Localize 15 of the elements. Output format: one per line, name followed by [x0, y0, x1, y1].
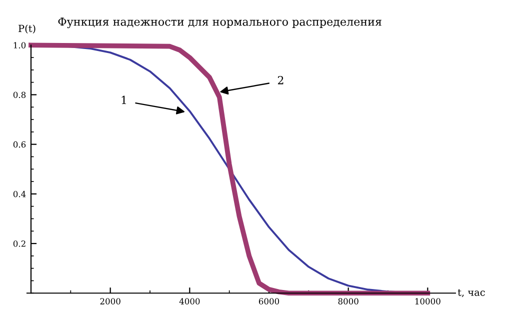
y-tick-label: 0.2: [13, 240, 26, 247]
x-tick-label: 4000: [179, 298, 200, 304]
y-tick-label: 1.0: [14, 42, 26, 48]
annotation: 2: [278, 76, 284, 84]
y-tick-label: 0.4: [13, 190, 26, 198]
x-axis-title: t, час: [458, 289, 485, 298]
y-tick-label: 0.6: [13, 141, 26, 148]
x-tick-label: 10000: [415, 298, 440, 304]
y-tick-label: 0.8: [13, 92, 26, 98]
x-tick-label: 6000: [258, 298, 280, 304]
x-tick-label: 8000: [338, 298, 358, 304]
chart-title: Функция надежности для нормального распределения: [58, 18, 382, 28]
annotation: 1: [122, 96, 126, 104]
y-axis-title: P(t): [18, 24, 36, 34]
x-tick-label: 2000: [100, 298, 120, 304]
